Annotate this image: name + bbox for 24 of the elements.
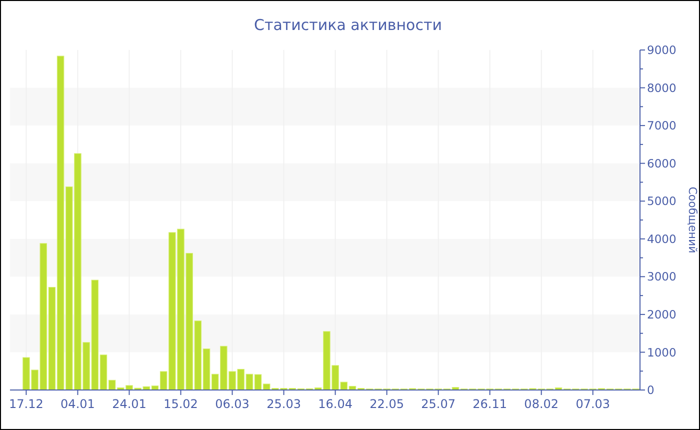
y-tick-label: 0 <box>647 383 654 398</box>
x-tick-label: 25.07 <box>421 397 456 411</box>
x-tick-label: 04.01 <box>60 397 95 411</box>
y-axis-title: Сообщений <box>686 186 699 254</box>
x-tick-label: 08.02 <box>524 397 559 411</box>
x-tick-label: 26.11 <box>472 397 508 411</box>
y-tick-label: 5000 <box>647 194 676 208</box>
x-tick-label: 17.12 <box>9 397 44 411</box>
chart-title: Статистика активности <box>254 16 442 34</box>
x-tick-label: 24.01 <box>112 397 146 411</box>
x-tick-label: 06.03 <box>215 397 250 411</box>
y-tick-label: 9000 <box>647 43 676 58</box>
x-tick-label: 25.03 <box>266 397 301 411</box>
x-tick-label: 07.03 <box>576 397 610 411</box>
x-tick-label: 16.04 <box>318 397 352 411</box>
y-tick-label: 6000 <box>647 156 676 170</box>
y-tick-label: 8000 <box>647 80 676 95</box>
y-tick-label: 4000 <box>647 232 676 246</box>
y-tick-label: 3000 <box>647 270 676 284</box>
y-tick-label: 1000 <box>647 345 676 360</box>
x-tick-label: 22.05 <box>370 397 404 411</box>
x-tick-label: 15.02 <box>164 397 198 411</box>
y-tick-label: 7000 <box>647 118 676 133</box>
y-tick-label: 2000 <box>647 307 676 322</box>
